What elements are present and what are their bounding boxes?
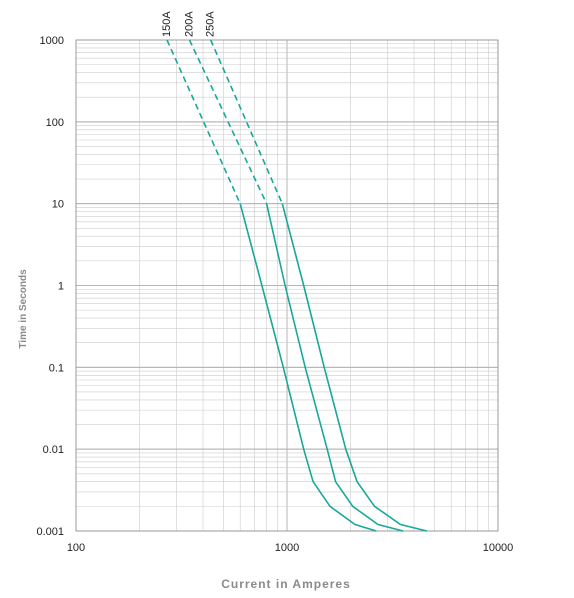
y-tick-label: 0.01 (43, 444, 64, 456)
y-tick-label: 0.1 (49, 362, 64, 374)
plot-frame (75, 39, 499, 532)
y-axis-title: Time in Seconds (18, 269, 29, 349)
y-tick-labels: 1000 100 10 1 0.1 0.01 0.001 (36, 35, 64, 538)
y-tick-label: 1000 (40, 35, 64, 47)
series-lines (166, 39, 427, 532)
series-label: 250A (205, 11, 217, 37)
series-label: 150A (161, 11, 173, 37)
y-tick-label: 1 (58, 281, 64, 293)
y-tick-label: 0.001 (36, 526, 64, 538)
series-line (281, 203, 427, 532)
series-label: 200A (184, 11, 196, 37)
x-tick-label: 1000 (275, 542, 299, 554)
x-axis-title: Current in Amperes (221, 577, 351, 591)
series-line (239, 203, 377, 532)
series-line (265, 203, 404, 532)
x-tick-labels: 100 1000 10000 (67, 542, 513, 554)
y-tick-label: 10 (52, 199, 64, 211)
y-tick-label: 100 (46, 117, 64, 129)
x-tick-label: 100 (67, 542, 85, 554)
grid (75, 39, 499, 532)
series-dashed-line (188, 39, 268, 205)
x-tick-label: 10000 (483, 542, 514, 554)
series-labels: 150A 200A 250A (161, 11, 217, 37)
